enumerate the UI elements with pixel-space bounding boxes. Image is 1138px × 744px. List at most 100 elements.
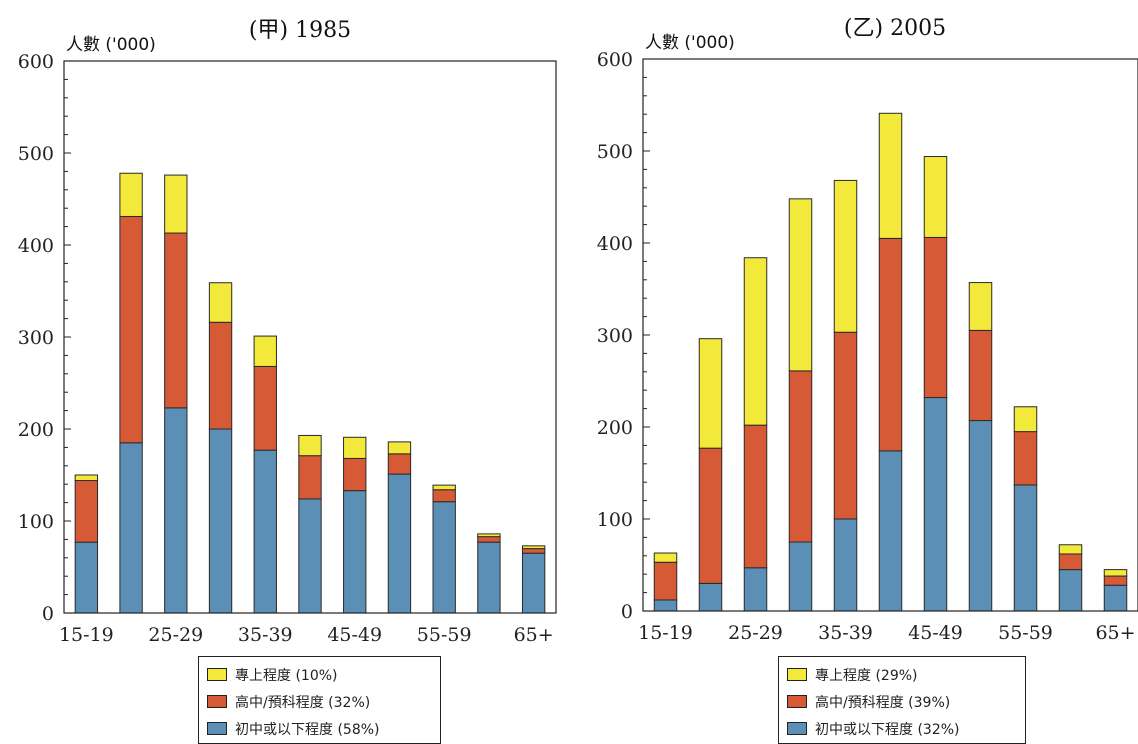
plot-frame bbox=[63, 60, 557, 614]
bar-segment bbox=[833, 518, 858, 612]
x-tick-label: 65+ bbox=[1095, 622, 1135, 644]
legend-swatch bbox=[787, 722, 807, 735]
bar-segment bbox=[208, 282, 233, 323]
bar-segment bbox=[387, 473, 412, 614]
bar-segment bbox=[432, 501, 456, 614]
legend-item: 初中或以下程度 (32%) bbox=[787, 715, 1013, 742]
bar-segment bbox=[833, 179, 858, 333]
bar-segment bbox=[521, 548, 546, 554]
bar-segment bbox=[923, 236, 948, 399]
bar-segment bbox=[119, 442, 143, 614]
bar-segment bbox=[1013, 431, 1038, 486]
plot-frame bbox=[642, 58, 1138, 612]
legend-swatch bbox=[207, 668, 227, 681]
bar-segment bbox=[878, 450, 903, 612]
y-tick-label: 500 bbox=[597, 141, 633, 163]
bar-segment bbox=[253, 449, 277, 614]
bar-segment bbox=[521, 545, 546, 550]
bar-segment bbox=[343, 436, 367, 459]
x-tick-label: 35-39 bbox=[238, 624, 293, 646]
y-tick-label: 200 bbox=[597, 417, 633, 439]
bar-segment bbox=[833, 331, 858, 520]
y-tick-label: 100 bbox=[597, 509, 633, 531]
bar-segment bbox=[743, 257, 768, 426]
bar-segment bbox=[1058, 553, 1083, 571]
bar-segment bbox=[521, 552, 546, 614]
legend-item: 專上程度 (10%) bbox=[207, 661, 428, 688]
bar-segment bbox=[298, 498, 322, 614]
bar-segment bbox=[477, 541, 501, 614]
legend-swatch bbox=[207, 695, 227, 708]
bar-segment bbox=[698, 582, 723, 612]
bar-segment bbox=[74, 474, 99, 482]
x-tick-label: 45-49 bbox=[327, 624, 382, 646]
bar-segment bbox=[74, 480, 99, 543]
bar-segment bbox=[1058, 544, 1083, 555]
x-tick-label: 15-19 bbox=[638, 622, 693, 644]
y-tick-label: 300 bbox=[597, 325, 633, 347]
x-tick-label: 45-49 bbox=[908, 622, 963, 644]
y-tick-label: 0 bbox=[621, 601, 633, 623]
y-axis-label: 人數 ('000) bbox=[645, 33, 735, 53]
bar-segment bbox=[878, 237, 903, 452]
legend-label: 專上程度 (29%) bbox=[815, 667, 918, 684]
legend-1985: 專上程度 (10%) 高中/預科程度 (32%) 初中或以下程度 (58%) bbox=[198, 656, 441, 744]
x-tick-label: 55-59 bbox=[417, 624, 472, 646]
bar-segment bbox=[1013, 406, 1038, 433]
bar-segment bbox=[343, 457, 367, 492]
legend-item: 初中或以下程度 (58%) bbox=[207, 715, 428, 742]
bar-segment bbox=[1103, 569, 1128, 577]
bar-segment bbox=[788, 370, 813, 543]
x-tick-label: 25-29 bbox=[148, 624, 203, 646]
x-tick-label: 65+ bbox=[514, 624, 554, 646]
bar-segment bbox=[164, 174, 188, 234]
legend-label: 初中或以下程度 (58%) bbox=[235, 721, 380, 738]
bar-segment bbox=[1103, 584, 1128, 612]
x-tick-label: 35-39 bbox=[818, 622, 873, 644]
bar-segment bbox=[698, 338, 723, 449]
legend-item: 高中/預科程度 (39%) bbox=[787, 688, 1013, 715]
legend-2005: 專上程度 (29%) 高中/預科程度 (39%) 初中或以下程度 (32%) bbox=[778, 656, 1026, 744]
bar-segment bbox=[298, 455, 322, 500]
bar-segment bbox=[788, 541, 813, 612]
x-tick-label: 55-59 bbox=[998, 622, 1053, 644]
bar-segment bbox=[208, 428, 233, 614]
bar-segment bbox=[698, 447, 723, 584]
y-axis-label: 人數 ('000) bbox=[66, 35, 156, 55]
bar-segment bbox=[968, 420, 993, 612]
y-tick-label: 100 bbox=[18, 511, 54, 533]
y-tick-label: 400 bbox=[597, 233, 633, 255]
y-tick-label: 400 bbox=[18, 235, 54, 257]
y-tick-label: 0 bbox=[42, 603, 54, 625]
bar-segment bbox=[387, 453, 412, 475]
bar-segment bbox=[923, 397, 948, 612]
legend-swatch bbox=[787, 668, 807, 681]
legend-label: 專上程度 (10%) bbox=[235, 667, 338, 684]
bar-segment bbox=[164, 232, 188, 409]
chart-title: (乙) 2005 bbox=[844, 16, 946, 41]
legend-label: 高中/預科程度 (39%) bbox=[815, 694, 951, 711]
bar-segment bbox=[743, 424, 768, 569]
bar-segment bbox=[298, 434, 322, 457]
bar-segment bbox=[343, 490, 367, 614]
bar-segment bbox=[164, 407, 188, 614]
y-tick-label: 500 bbox=[18, 143, 54, 165]
bar-segment bbox=[477, 536, 501, 543]
bar-segment bbox=[119, 172, 143, 217]
bar-segment bbox=[1103, 575, 1128, 586]
bar-segment bbox=[968, 329, 993, 422]
bar-segment bbox=[74, 541, 99, 614]
bar-segment bbox=[253, 365, 277, 451]
legend-item: 專上程度 (29%) bbox=[787, 661, 1013, 688]
y-tick-label: 600 bbox=[597, 49, 633, 71]
bar-segment bbox=[968, 282, 993, 331]
bar-segment bbox=[923, 156, 948, 238]
bar-segment bbox=[878, 112, 903, 239]
chart-title: (甲) 1985 bbox=[249, 18, 351, 43]
bar-segment bbox=[653, 552, 678, 563]
legend-label: 初中或以下程度 (32%) bbox=[815, 721, 960, 738]
bar-segment bbox=[653, 561, 678, 601]
x-tick-label: 25-29 bbox=[728, 622, 783, 644]
